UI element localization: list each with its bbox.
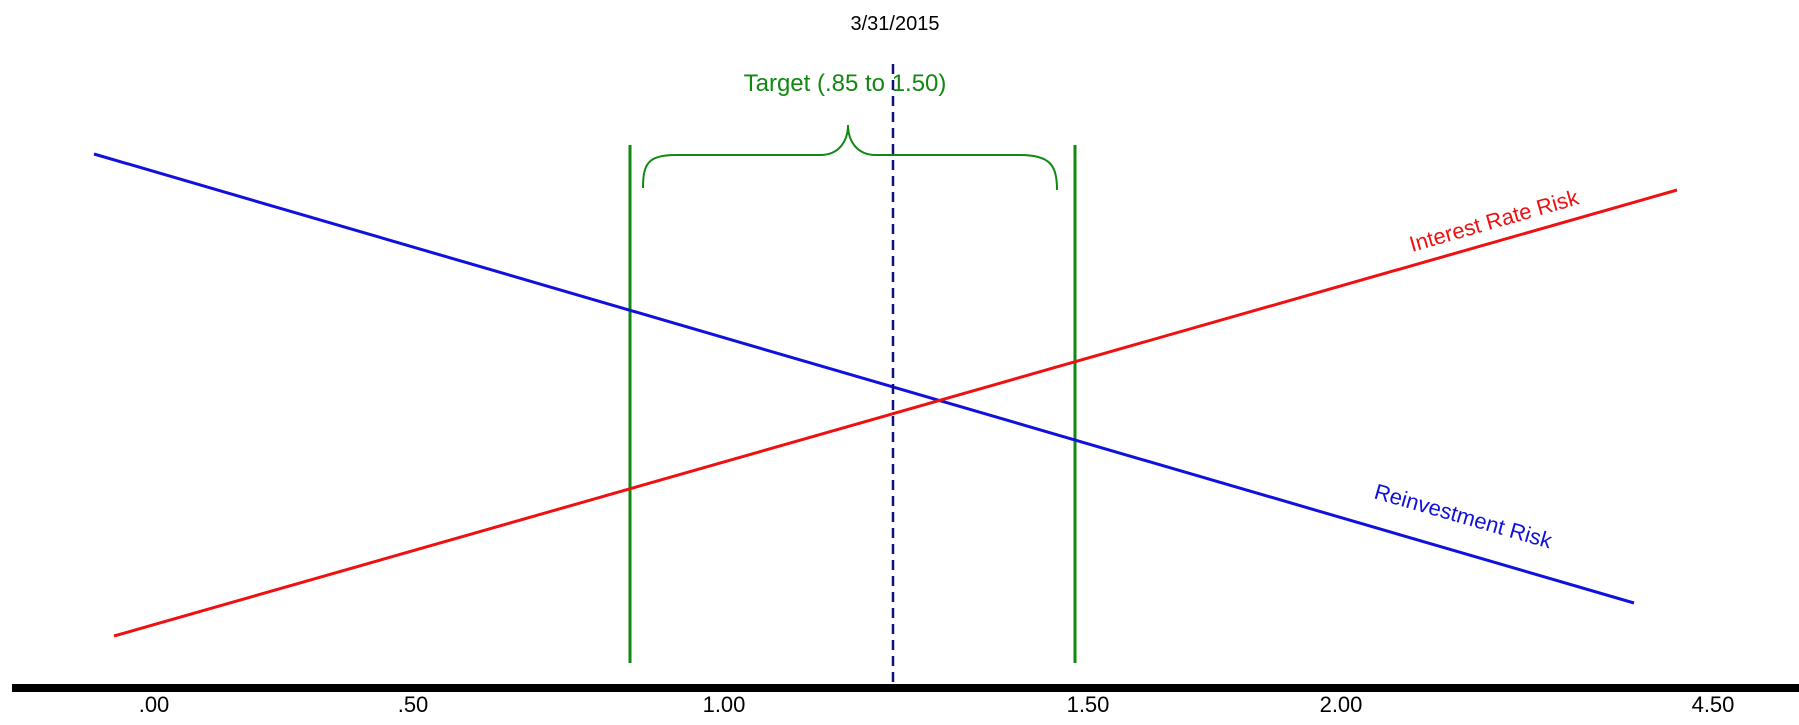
target-brace <box>642 124 1058 191</box>
date-label: 3/31/2015 <box>851 13 940 35</box>
interest-rate-risk-label: Interest Rate Risk <box>1406 184 1582 256</box>
tick-label: .50 <box>398 692 429 717</box>
target-label: Target (.85 to 1.50) <box>744 70 947 97</box>
reinvestment-risk-label: Reinvestment Risk <box>1372 479 1556 554</box>
x-axis-ticks: .00 .50 1.00 1.50 2.00 4.50 <box>139 692 1735 717</box>
interest-rate-risk-line <box>113 188 1678 638</box>
tick-label: 1.50 <box>1067 692 1110 717</box>
tick-label: 1.00 <box>703 692 746 717</box>
reinvestment-risk-line <box>93 152 1635 605</box>
tick-label: .00 <box>139 692 170 717</box>
tick-label: 4.50 <box>1692 692 1735 717</box>
tick-label: 2.00 <box>1320 692 1363 717</box>
